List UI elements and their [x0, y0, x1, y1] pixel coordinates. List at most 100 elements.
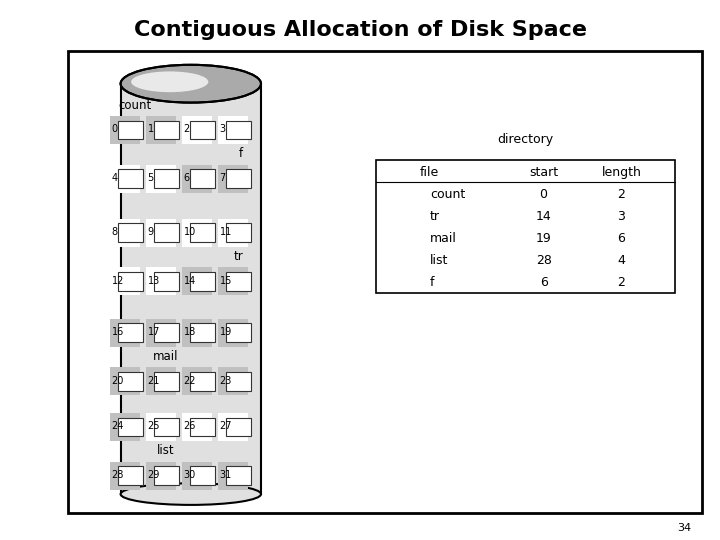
Text: f: f [239, 147, 243, 160]
Bar [110, 462, 140, 490]
Text: 15: 15 [220, 275, 232, 286]
Text: length: length [601, 166, 642, 179]
Ellipse shape [121, 483, 261, 505]
Text: 28: 28 [112, 470, 124, 480]
Text: 8: 8 [112, 227, 118, 237]
Bar [118, 323, 143, 342]
Text: 6: 6 [539, 276, 547, 289]
Text: directory: directory [498, 133, 554, 146]
Bar [146, 367, 176, 395]
Bar [182, 165, 212, 193]
Bar [190, 418, 215, 436]
Bar [110, 116, 140, 144]
Bar [218, 462, 248, 490]
Bar [118, 224, 143, 242]
Bar [226, 224, 251, 242]
Bar [226, 467, 251, 485]
Text: 20: 20 [112, 375, 124, 386]
Bar [154, 121, 179, 139]
Bar [182, 413, 212, 441]
Bar [182, 462, 212, 490]
Bar [146, 319, 176, 347]
Text: 4: 4 [112, 173, 118, 183]
Text: 9: 9 [148, 227, 154, 237]
Text: tr: tr [233, 250, 243, 263]
Text: count: count [430, 188, 465, 201]
Bar [218, 367, 248, 395]
Text: 24: 24 [112, 421, 124, 431]
Text: 2: 2 [618, 188, 626, 201]
Bar [154, 372, 179, 390]
Bar [154, 170, 179, 188]
Bar [110, 319, 140, 347]
Bar [226, 121, 251, 139]
Bar [190, 323, 215, 342]
Text: tr: tr [430, 210, 440, 223]
Bar [110, 367, 140, 395]
Bar [146, 219, 176, 247]
Bar [182, 367, 212, 395]
Bar [226, 372, 251, 390]
Bar [182, 267, 212, 295]
Text: 1: 1 [148, 124, 154, 134]
Bar [218, 413, 248, 441]
Text: 19: 19 [536, 232, 552, 245]
Bar [118, 170, 143, 188]
Text: 11: 11 [220, 227, 232, 237]
Text: 29: 29 [148, 470, 160, 480]
Text: 16: 16 [112, 327, 124, 337]
Text: 2: 2 [618, 276, 626, 289]
Text: 13: 13 [148, 275, 160, 286]
Bar [154, 467, 179, 485]
Text: 25: 25 [148, 421, 160, 431]
Text: 12: 12 [112, 275, 124, 286]
Bar [121, 84, 261, 494]
Text: 0: 0 [112, 124, 118, 134]
Bar [190, 121, 215, 139]
Bar [110, 267, 140, 295]
Bar [68, 51, 702, 513]
Bar [146, 267, 176, 295]
Text: 27: 27 [220, 421, 232, 431]
Text: list: list [157, 444, 174, 457]
Text: count: count [119, 99, 152, 112]
Bar [118, 467, 143, 485]
Bar [190, 467, 215, 485]
Text: 14: 14 [536, 210, 552, 223]
Text: 22: 22 [184, 375, 196, 386]
Bar [226, 418, 251, 436]
Bar [146, 413, 176, 441]
Bar [118, 272, 143, 291]
Text: 3: 3 [220, 124, 226, 134]
Bar [146, 462, 176, 490]
Bar [226, 170, 251, 188]
Bar [218, 319, 248, 347]
Text: 18: 18 [184, 327, 196, 337]
Text: 17: 17 [148, 327, 160, 337]
Bar [218, 116, 248, 144]
Text: 21: 21 [148, 375, 160, 386]
Bar [226, 323, 251, 342]
Text: 30: 30 [184, 470, 196, 480]
Text: 2: 2 [184, 124, 190, 134]
Text: Contiguous Allocation of Disk Space: Contiguous Allocation of Disk Space [133, 19, 587, 40]
Text: 6: 6 [618, 232, 626, 245]
Bar [182, 219, 212, 247]
Bar [190, 170, 215, 188]
Bar [154, 323, 179, 342]
Bar [154, 224, 179, 242]
Text: mail: mail [153, 350, 179, 363]
Text: mail: mail [430, 232, 456, 245]
Bar [118, 418, 143, 436]
Text: 4: 4 [618, 254, 626, 267]
Bar [226, 272, 251, 291]
Bar [118, 121, 143, 139]
Text: 31: 31 [220, 470, 232, 480]
Bar [154, 418, 179, 436]
Bar [154, 272, 179, 291]
Text: start: start [529, 166, 558, 179]
Bar [182, 319, 212, 347]
Text: f: f [430, 276, 434, 289]
Bar [376, 160, 675, 293]
Ellipse shape [131, 71, 208, 92]
